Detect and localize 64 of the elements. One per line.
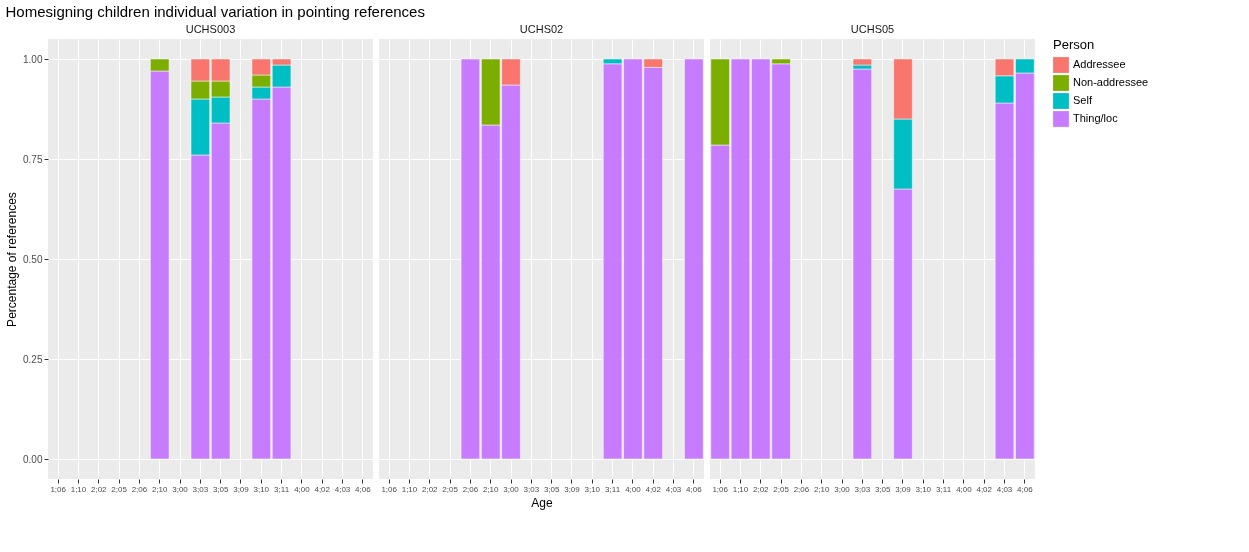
x-tick-label: 2;02	[752, 484, 770, 494]
x-tick-label: 4;02	[645, 484, 662, 494]
chart-subtitle: UCHS05	[850, 23, 895, 35]
x-tick-label: 3;10	[915, 484, 932, 494]
x-tick-label: 3;09	[895, 484, 912, 494]
x-tick-label: 1;06	[712, 484, 729, 494]
legend-title: Person	[1053, 37, 1095, 52]
x-tick-label: 2;10	[813, 484, 831, 494]
x-tick-label: 3;10	[253, 484, 270, 494]
x-tick-label: 1;10	[70, 484, 87, 494]
legend-label: Self	[1073, 94, 1093, 106]
x-tick-label: 2;10	[151, 484, 169, 494]
x-axis-title: Age	[531, 495, 553, 510]
x-tick-label: 4;00	[294, 484, 311, 494]
x-tick-label: 3;03	[523, 484, 540, 494]
x-tick-label: 3;11	[936, 484, 952, 494]
x-tick-label: 2;05	[111, 484, 128, 494]
x-tick-label: 4;03	[665, 484, 682, 494]
y-tick-label: 0.25	[23, 353, 43, 365]
y-tick-label: 0.50	[23, 253, 43, 265]
x-tick-label: 3;11	[605, 484, 621, 494]
x-tick-label: 3;05	[874, 484, 891, 494]
x-tick-label: 4;06	[1017, 484, 1034, 494]
x-tick-label: 2;06	[793, 484, 810, 494]
x-tick-label: 2;06	[131, 484, 148, 494]
x-tick-label: 3;09	[233, 484, 250, 494]
x-tick-label: 3;00	[834, 484, 851, 494]
x-tick-label: 2;02	[90, 484, 108, 494]
x-tick-label: 4;00	[956, 484, 973, 494]
y-tick-label: 1.00	[23, 53, 43, 65]
x-tick-label: 4;06	[686, 484, 703, 494]
x-tick-label: 3;11	[274, 484, 290, 494]
x-tick-label: 4;00	[625, 484, 642, 494]
legend-label: Addressee	[1073, 58, 1126, 70]
x-tick-label: 1;10	[732, 484, 749, 494]
x-tick-label: 3;09	[564, 484, 581, 494]
x-tick-label: 2;05	[773, 484, 790, 494]
x-tick-label: 2;06	[462, 484, 479, 494]
y-axis-title: Percentage of references	[5, 192, 20, 327]
x-tick-label: 3;05	[212, 484, 229, 494]
x-tick-label: 3;00	[503, 484, 520, 494]
chart-title: Homesigning children individual variation in pointing references	[5, 3, 425, 20]
legend-label: Non-addressee	[1073, 76, 1149, 88]
x-tick-label: 4;03	[996, 484, 1013, 494]
legend-label: Thing/loc	[1073, 112, 1119, 124]
x-tick-label: 1;06	[50, 484, 67, 494]
y-tick-label: 0.75	[23, 153, 43, 165]
x-tick-label: 3;00	[172, 484, 189, 494]
x-tick-label: 3;03	[854, 484, 871, 494]
y-tick-label: 0.00	[23, 453, 43, 465]
x-tick-label: 1;06	[381, 484, 398, 494]
x-tick-label: 4;02	[976, 484, 993, 494]
x-tick-label: 4;03	[334, 484, 351, 494]
x-tick-label: 3;03	[192, 484, 209, 494]
x-tick-label: 3;10	[584, 484, 601, 494]
chart-subtitle: UCHS02	[519, 23, 564, 35]
x-tick-label: 3;05	[543, 484, 560, 494]
x-tick-label: 2;10	[482, 484, 500, 494]
x-tick-label: 1;10	[401, 484, 418, 494]
x-tick-label: 4;06	[355, 484, 372, 494]
x-tick-label: 2;05	[442, 484, 459, 494]
x-tick-label: 2;02	[421, 484, 439, 494]
chart-subtitle: UCHS003	[185, 23, 236, 35]
x-tick-label: 4;02	[314, 484, 331, 494]
